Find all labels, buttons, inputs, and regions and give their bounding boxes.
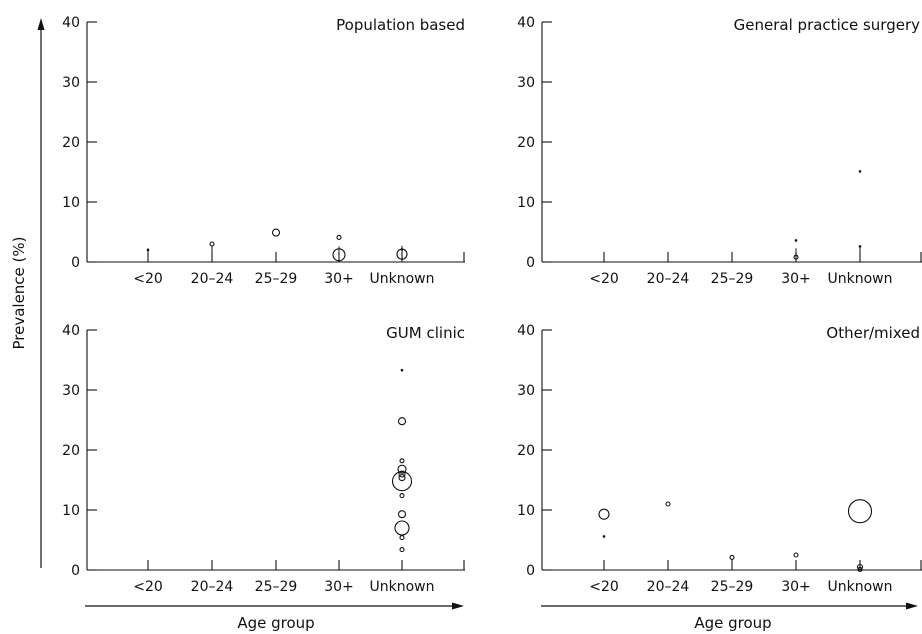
panel-title: General practice surgery	[734, 16, 920, 34]
data-point	[394, 520, 410, 536]
data-point	[856, 563, 864, 571]
y-tick-label: 20	[62, 135, 80, 151]
x-tick-label: 20–24	[647, 271, 690, 287]
data-point	[399, 493, 405, 499]
y-tick-label: 0	[526, 563, 535, 579]
panel-1: 0 10 20 30 40 <20 20–24 25–29 30+ Unknown Populati…	[62, 15, 465, 287]
y-tick-label: 40	[517, 323, 535, 339]
x-tick-label: 30+	[781, 271, 811, 287]
y-tick-label: 40	[62, 15, 80, 31]
data-point	[794, 239, 798, 242]
y-tick-label: 0	[71, 563, 80, 579]
x-tick-label: 30+	[324, 271, 354, 287]
panel-3: 0 10 20 30 40 <20 20–24 25–29 30+ Unknown GUM clin…	[62, 323, 465, 595]
data-point	[397, 464, 407, 474]
y-tick-label: 10	[517, 503, 535, 519]
y-tick-label: 0	[71, 255, 80, 271]
data-point	[398, 470, 406, 478]
data-point	[397, 510, 407, 519]
y-tick-label: 30	[517, 383, 535, 399]
x-tick-label: 25–29	[255, 579, 298, 595]
y-tick-label: 10	[62, 195, 80, 211]
x-tick-label: Unknown	[828, 579, 893, 595]
y-tick-label: 30	[62, 75, 80, 91]
panel-2: 0 10 20 30 40 <20 20–24 25–29 30+ Unknown General …	[517, 15, 922, 287]
x-tick-label: 25–29	[711, 579, 754, 595]
y-tick-label: 30	[517, 75, 535, 91]
data-point	[665, 501, 671, 507]
y-tick-label: 30	[62, 383, 80, 399]
data-point	[271, 228, 281, 237]
x-tick-label: 25–29	[255, 271, 298, 287]
x-axis-arrow-right	[541, 602, 918, 610]
x-axis-title-right: Age group	[694, 614, 771, 632]
data-point	[729, 554, 735, 560]
data-point	[397, 417, 407, 426]
panel-4: 0 10 20 30 40 <20 20–24 25–29 30+ Unknown Other/mi…	[517, 323, 922, 595]
data-point	[793, 254, 799, 260]
x-tick-label: 20–24	[191, 271, 234, 287]
data-point	[391, 471, 413, 492]
data-point	[857, 566, 863, 572]
y-tick-label: 20	[517, 443, 535, 459]
data-point	[146, 248, 150, 252]
x-tick-label: <20	[589, 271, 619, 287]
x-tick-label: 30+	[781, 579, 811, 595]
x-tick-label: 25–29	[711, 271, 754, 287]
data-point	[598, 508, 610, 520]
x-tick-label: <20	[589, 579, 619, 595]
y-tick-label: 40	[517, 15, 535, 31]
y-tick-label: 20	[62, 443, 80, 459]
panel-title: Other/mixed	[826, 324, 920, 342]
data-point	[399, 547, 405, 553]
data-point	[396, 248, 408, 260]
data-point	[399, 458, 405, 464]
data-point	[209, 241, 215, 247]
data-point	[400, 368, 404, 372]
y-axis-arrow	[37, 18, 45, 568]
y-tick-label: 20	[517, 135, 535, 151]
x-axis-title-left: Age group	[237, 614, 314, 632]
data-point	[336, 234, 342, 240]
data-point	[332, 248, 346, 262]
x-tick-label: <20	[133, 271, 163, 287]
y-tick-label: 40	[62, 323, 80, 339]
x-tick-label: Unknown	[370, 579, 435, 595]
y-axis-title: Prevalence (%)	[10, 236, 28, 349]
panel-title: GUM clinic	[386, 324, 465, 342]
data-point	[793, 552, 799, 558]
data-point	[858, 170, 862, 173]
x-tick-label: 20–24	[647, 579, 690, 595]
y-tick-label: 10	[517, 195, 535, 211]
data-point	[847, 499, 873, 524]
data-point	[398, 474, 406, 482]
panel-title: Population based	[336, 16, 465, 34]
x-tick-label: Unknown	[370, 271, 435, 287]
y-tick-label: 0	[526, 255, 535, 271]
panels: 0 10 20 30 40 <20 20–24 25–29 30+ Unknown Populati…	[62, 15, 922, 595]
x-axis-arrow-left	[85, 602, 464, 610]
x-tick-label: <20	[133, 579, 163, 595]
data-point	[399, 535, 405, 541]
x-tick-label: 30+	[324, 579, 354, 595]
y-tick-label: 10	[62, 503, 80, 519]
x-tick-label: 20–24	[191, 579, 234, 595]
data-point	[602, 535, 606, 538]
x-tick-label: Unknown	[828, 271, 893, 287]
data-point	[858, 245, 862, 248]
